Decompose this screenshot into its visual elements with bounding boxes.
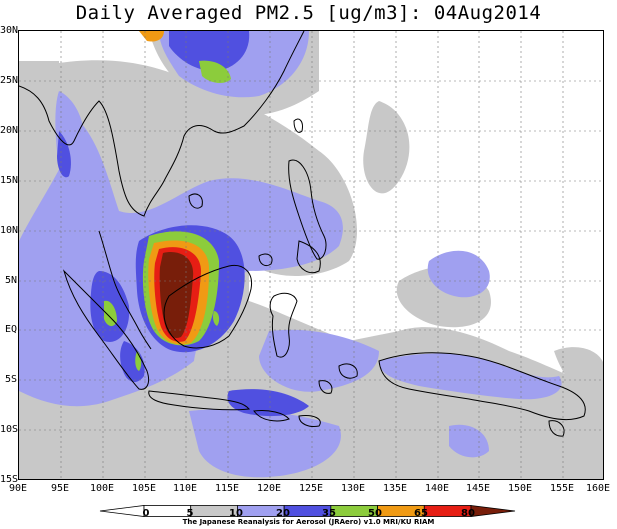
colorbar-label-80: 80	[461, 508, 475, 519]
colorbar-label-65: 65	[414, 508, 428, 519]
lat-label-25n: 25N	[0, 75, 19, 86]
colorbar-swatches	[99, 505, 516, 517]
lon-label-150e: 150E	[507, 483, 533, 494]
lon-label-105e: 105E	[131, 483, 157, 494]
lon-label-120e: 120E	[256, 483, 282, 494]
map-panel	[18, 30, 604, 480]
lat-label-5s: 5S	[4, 374, 17, 385]
lat-label-eq: EQ	[4, 324, 17, 335]
pm25-level-80-plus	[159, 252, 194, 338]
coastlines	[19, 31, 586, 437]
lon-label-95e: 95E	[50, 483, 70, 494]
lon-label-100e: 100E	[89, 483, 115, 494]
lat-label-10s: 10S	[0, 424, 19, 435]
colorbar-arrow-high	[470, 505, 516, 517]
lon-label-135e: 135E	[382, 483, 408, 494]
lat-label-30n: 30N	[0, 25, 19, 36]
map-title: Daily Averaged PM2.5 [ug/m3]: 04Aug2014	[75, 2, 542, 24]
colorbar	[99, 505, 516, 517]
colorbar-label-20: 20	[276, 508, 290, 519]
lon-label-110e: 110E	[172, 483, 198, 494]
colorbar-label-0: 0	[142, 508, 150, 519]
lon-label-155e: 155E	[549, 483, 575, 494]
lat-label-20n: 20N	[0, 125, 19, 136]
colorbar-label-35: 35	[322, 508, 336, 519]
lat-label-10n: 10N	[0, 225, 19, 236]
lat-lon-grid	[19, 31, 603, 479]
lon-label-145e: 145E	[465, 483, 491, 494]
lon-label-90e: 90E	[8, 483, 28, 494]
lon-label-130e: 130E	[340, 483, 366, 494]
colorbar-label-10: 10	[229, 508, 243, 519]
lon-label-125e: 125E	[298, 483, 324, 494]
map-canvas	[19, 31, 603, 479]
colorbar-label-5: 5	[186, 508, 194, 519]
lat-label-15s: 15S	[0, 474, 19, 485]
lat-label-5n: 5N	[4, 275, 17, 286]
lon-label-115e: 115E	[214, 483, 240, 494]
lat-label-15n: 15N	[0, 175, 19, 186]
lon-label-160e: 160E	[585, 483, 611, 494]
lon-label-140e: 140E	[424, 483, 450, 494]
colorbar-label-50: 50	[368, 508, 382, 519]
data-credit: The Japanese Reanalysis for Aerosol (JRA…	[182, 518, 435, 526]
